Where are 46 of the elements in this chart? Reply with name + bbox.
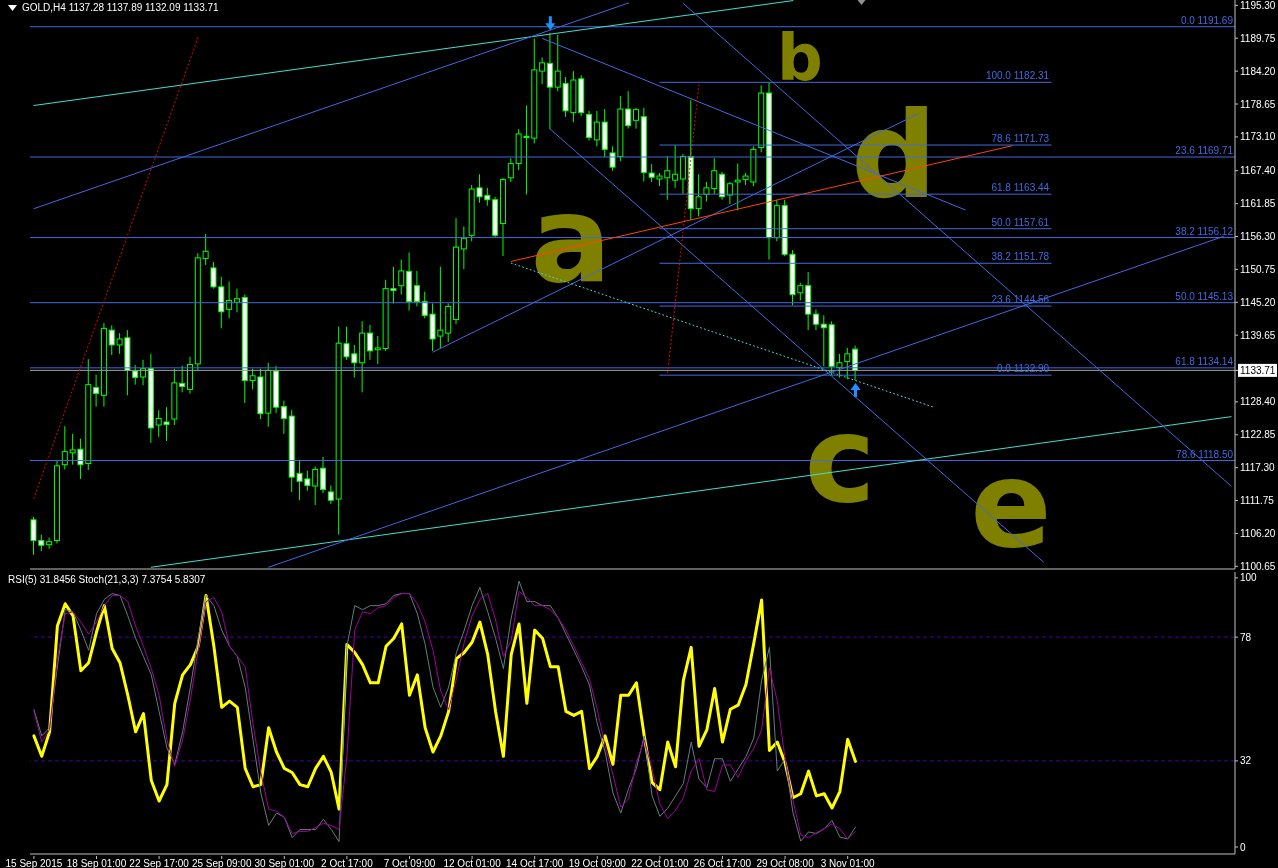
ref-line-label: 61.8 1134.14 <box>1175 355 1234 367</box>
series-label: 78.6 1171.73 <box>991 133 1050 145</box>
ref-line-label: 0.0 1191.69 <box>1180 14 1234 26</box>
y-tick-label: 0 <box>1240 841 1246 853</box>
x-tick-label: 22 Oct 01:00 <box>631 858 689 868</box>
y-tick-label: 32 <box>1240 755 1252 767</box>
annotation: b <box>777 21 823 95</box>
x-tick-label: 2 Oct 17:00 <box>321 858 374 868</box>
y-tick-label: 1100.65 <box>1240 560 1276 572</box>
series-label: 38.2 1151.78 <box>991 251 1050 263</box>
y-tick-label: 1195.30 <box>1240 0 1276 11</box>
y-tick-label: 1156.30 <box>1240 230 1276 242</box>
annotation: e <box>970 434 1052 574</box>
ref-line-label: 38.2 1156.12 <box>1175 225 1234 237</box>
x-tick-label: 12 Oct 01:00 <box>443 858 502 868</box>
y-tick-label: 1133.71 <box>1240 364 1276 376</box>
y-tick-label: 1111.75 <box>1240 495 1275 507</box>
x-tick-label: 26 Oct 17:00 <box>693 858 752 868</box>
x-tick-label: 7 Oct 09:00 <box>383 858 436 868</box>
x-tick-label: 14 Oct 17:00 <box>506 858 564 868</box>
y-tick-label: 1150.75 <box>1240 263 1276 275</box>
series-label: 61.8 1163.44 <box>991 182 1050 194</box>
y-tick-label: 1145.20 <box>1240 296 1276 308</box>
chart-title: RSI(5) 31.8456 Stoch(21,3,3) 7.3754 5.8307 <box>8 574 206 585</box>
series-label: 50.0 1157.61 <box>991 216 1050 228</box>
y-tick-label: 1178.65 <box>1240 98 1276 110</box>
y-tick-label: 1161.85 <box>1240 198 1276 210</box>
y-tick-label: 78 <box>1240 631 1252 643</box>
y-tick-label: 1173.10 <box>1240 131 1276 143</box>
y-tick-label: 1106.20 <box>1240 527 1276 539</box>
y-tick-label: 100 <box>1240 572 1258 584</box>
y-tick-label: 1189.75 <box>1240 32 1276 44</box>
chart-title: GOLD,H4 1137.28 1137.89 1132.09 1133.71 <box>22 2 219 13</box>
x-tick-label: 29 Oct 08:00 <box>756 858 815 868</box>
ref-line-label: 23.6 1169.71 <box>1175 145 1234 157</box>
y-tick-label: 1184.20 <box>1240 65 1276 77</box>
y-tick-label: 1128.40 <box>1240 396 1276 408</box>
y-tick-label: 1122.85 <box>1240 429 1276 441</box>
y-tick-label: 1117.30 <box>1240 462 1276 474</box>
series-label: 100.0 1182.31 <box>985 70 1050 82</box>
x-tick-label: 19 Oct 09:00 <box>568 858 627 868</box>
ref-line-label: 50.0 1145.13 <box>1175 290 1234 302</box>
y-tick-label: 1139.65 <box>1240 329 1276 341</box>
ref-line-label: 78.6 1118.50 <box>1176 448 1234 460</box>
y-tick-label: 1167.40 <box>1240 165 1276 177</box>
x-tick-label: 3 Nov 01:00 <box>820 858 876 868</box>
